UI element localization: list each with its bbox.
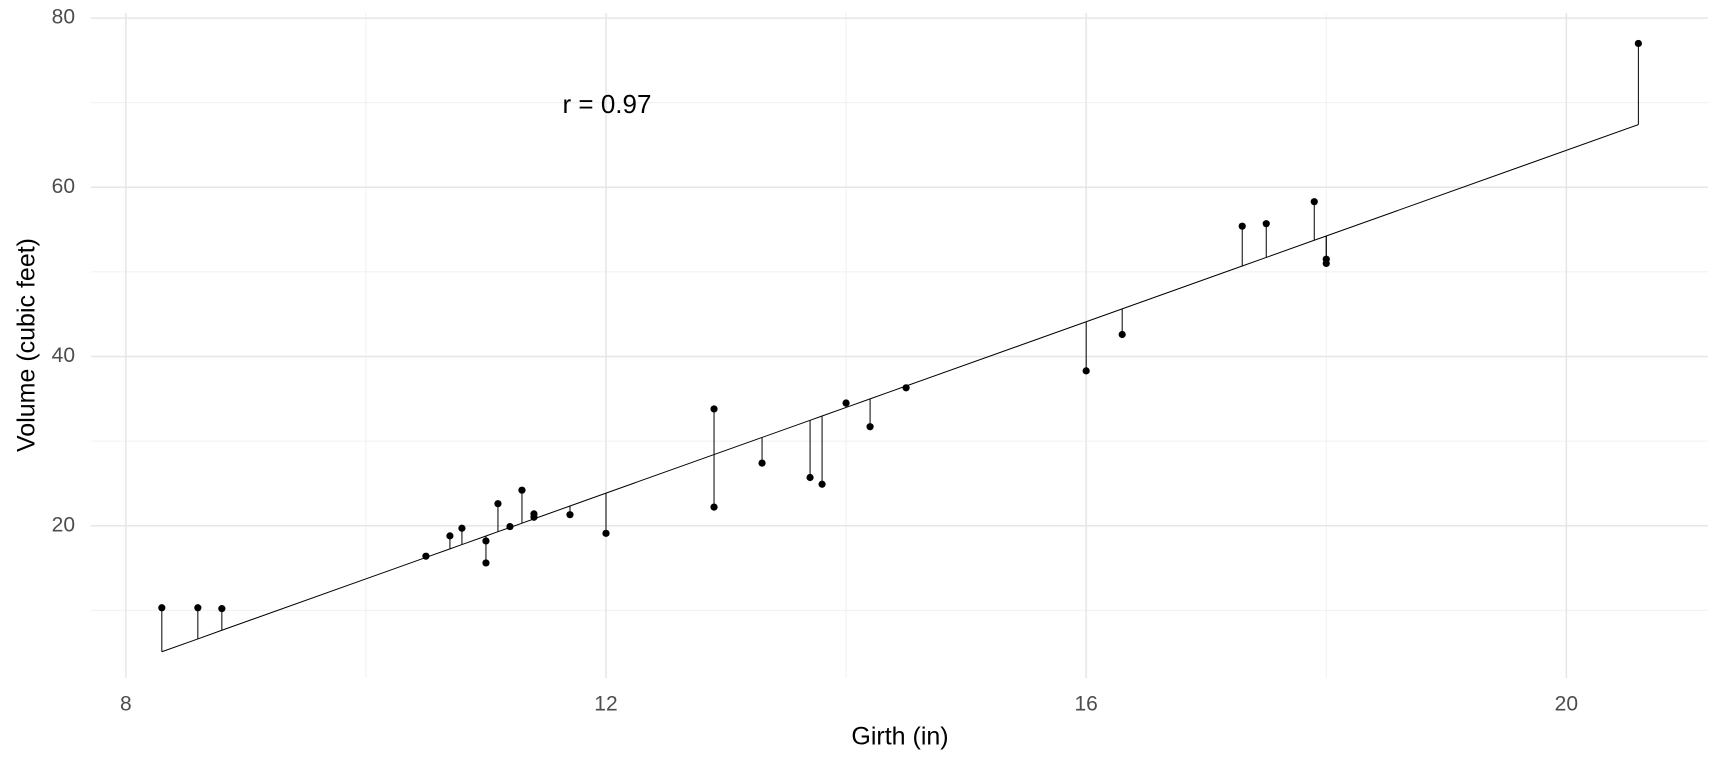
y-tick-label: 20 — [52, 513, 75, 536]
point — [422, 552, 430, 560]
point — [482, 537, 490, 545]
point — [506, 522, 514, 531]
y-tick-label: 40 — [52, 344, 75, 367]
point — [446, 532, 454, 540]
point — [218, 605, 226, 613]
point — [494, 500, 502, 508]
point — [482, 559, 490, 567]
point — [1118, 330, 1126, 339]
point — [602, 529, 610, 537]
point — [1310, 198, 1318, 206]
point — [866, 423, 874, 431]
point — [710, 405, 718, 413]
annotation: r = 0.97 — [563, 89, 652, 119]
point — [1238, 222, 1246, 230]
point — [902, 384, 910, 392]
point — [818, 480, 826, 488]
x-tick-label: 12 — [594, 693, 617, 716]
y-axis-title: Volume (cubic feet) — [13, 238, 41, 452]
point — [806, 473, 814, 482]
y-tick-label: 60 — [52, 175, 75, 198]
point — [530, 510, 538, 518]
y-tick-label: 80 — [52, 6, 75, 29]
point — [566, 511, 574, 519]
fit-line — [161, 124, 1639, 653]
point — [158, 604, 166, 612]
point — [1634, 39, 1642, 48]
x-tick-label: 8 — [120, 693, 132, 716]
x-tick-label: 20 — [1555, 693, 1578, 716]
point — [194, 604, 202, 612]
point — [758, 459, 766, 467]
point — [1082, 367, 1090, 375]
point — [458, 524, 466, 532]
point — [1262, 220, 1270, 228]
x-axis-title: Girth (in) — [851, 723, 948, 751]
point — [842, 399, 850, 407]
point — [1322, 259, 1330, 268]
point — [710, 503, 718, 511]
x-tick-label: 16 — [1074, 693, 1097, 716]
point — [518, 486, 526, 494]
